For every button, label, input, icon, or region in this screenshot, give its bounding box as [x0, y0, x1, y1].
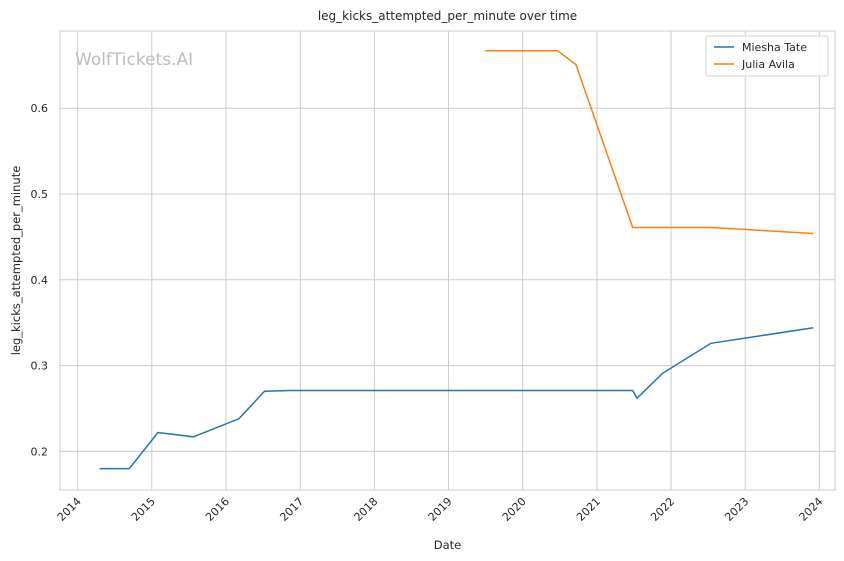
legend: Miesha Tate Julia Avila [705, 35, 829, 77]
y-tick-label: 0.6 [31, 102, 49, 115]
y-axis-title: leg_kicks_attempted_per_minute [9, 166, 23, 356]
y-tick-label: 0.5 [31, 188, 49, 201]
tick-labels: 2014 2015 2016 2017 2018 2019 2020 2021 2022 2023… [31, 102, 826, 524]
grid [60, 31, 835, 490]
y-tick-label: 0.2 [31, 445, 49, 458]
y-tick-label: 0.3 [31, 360, 49, 373]
x-axis-title: Date [434, 538, 462, 552]
series-lines [99, 49, 814, 470]
watermark: WolfTickets.AI [75, 50, 193, 70]
plot-frame [59, 30, 836, 491]
chart-title: leg_kicks_attempted_per_minute over time [318, 9, 577, 23]
legend-label-1: Julia Avila [741, 58, 795, 71]
legend-label-0: Miesha Tate [742, 41, 807, 54]
series-line-1 [485, 49, 814, 235]
y-tick-label: 0.4 [31, 274, 49, 287]
series-line-0 [99, 327, 814, 470]
legend-box [705, 35, 829, 77]
